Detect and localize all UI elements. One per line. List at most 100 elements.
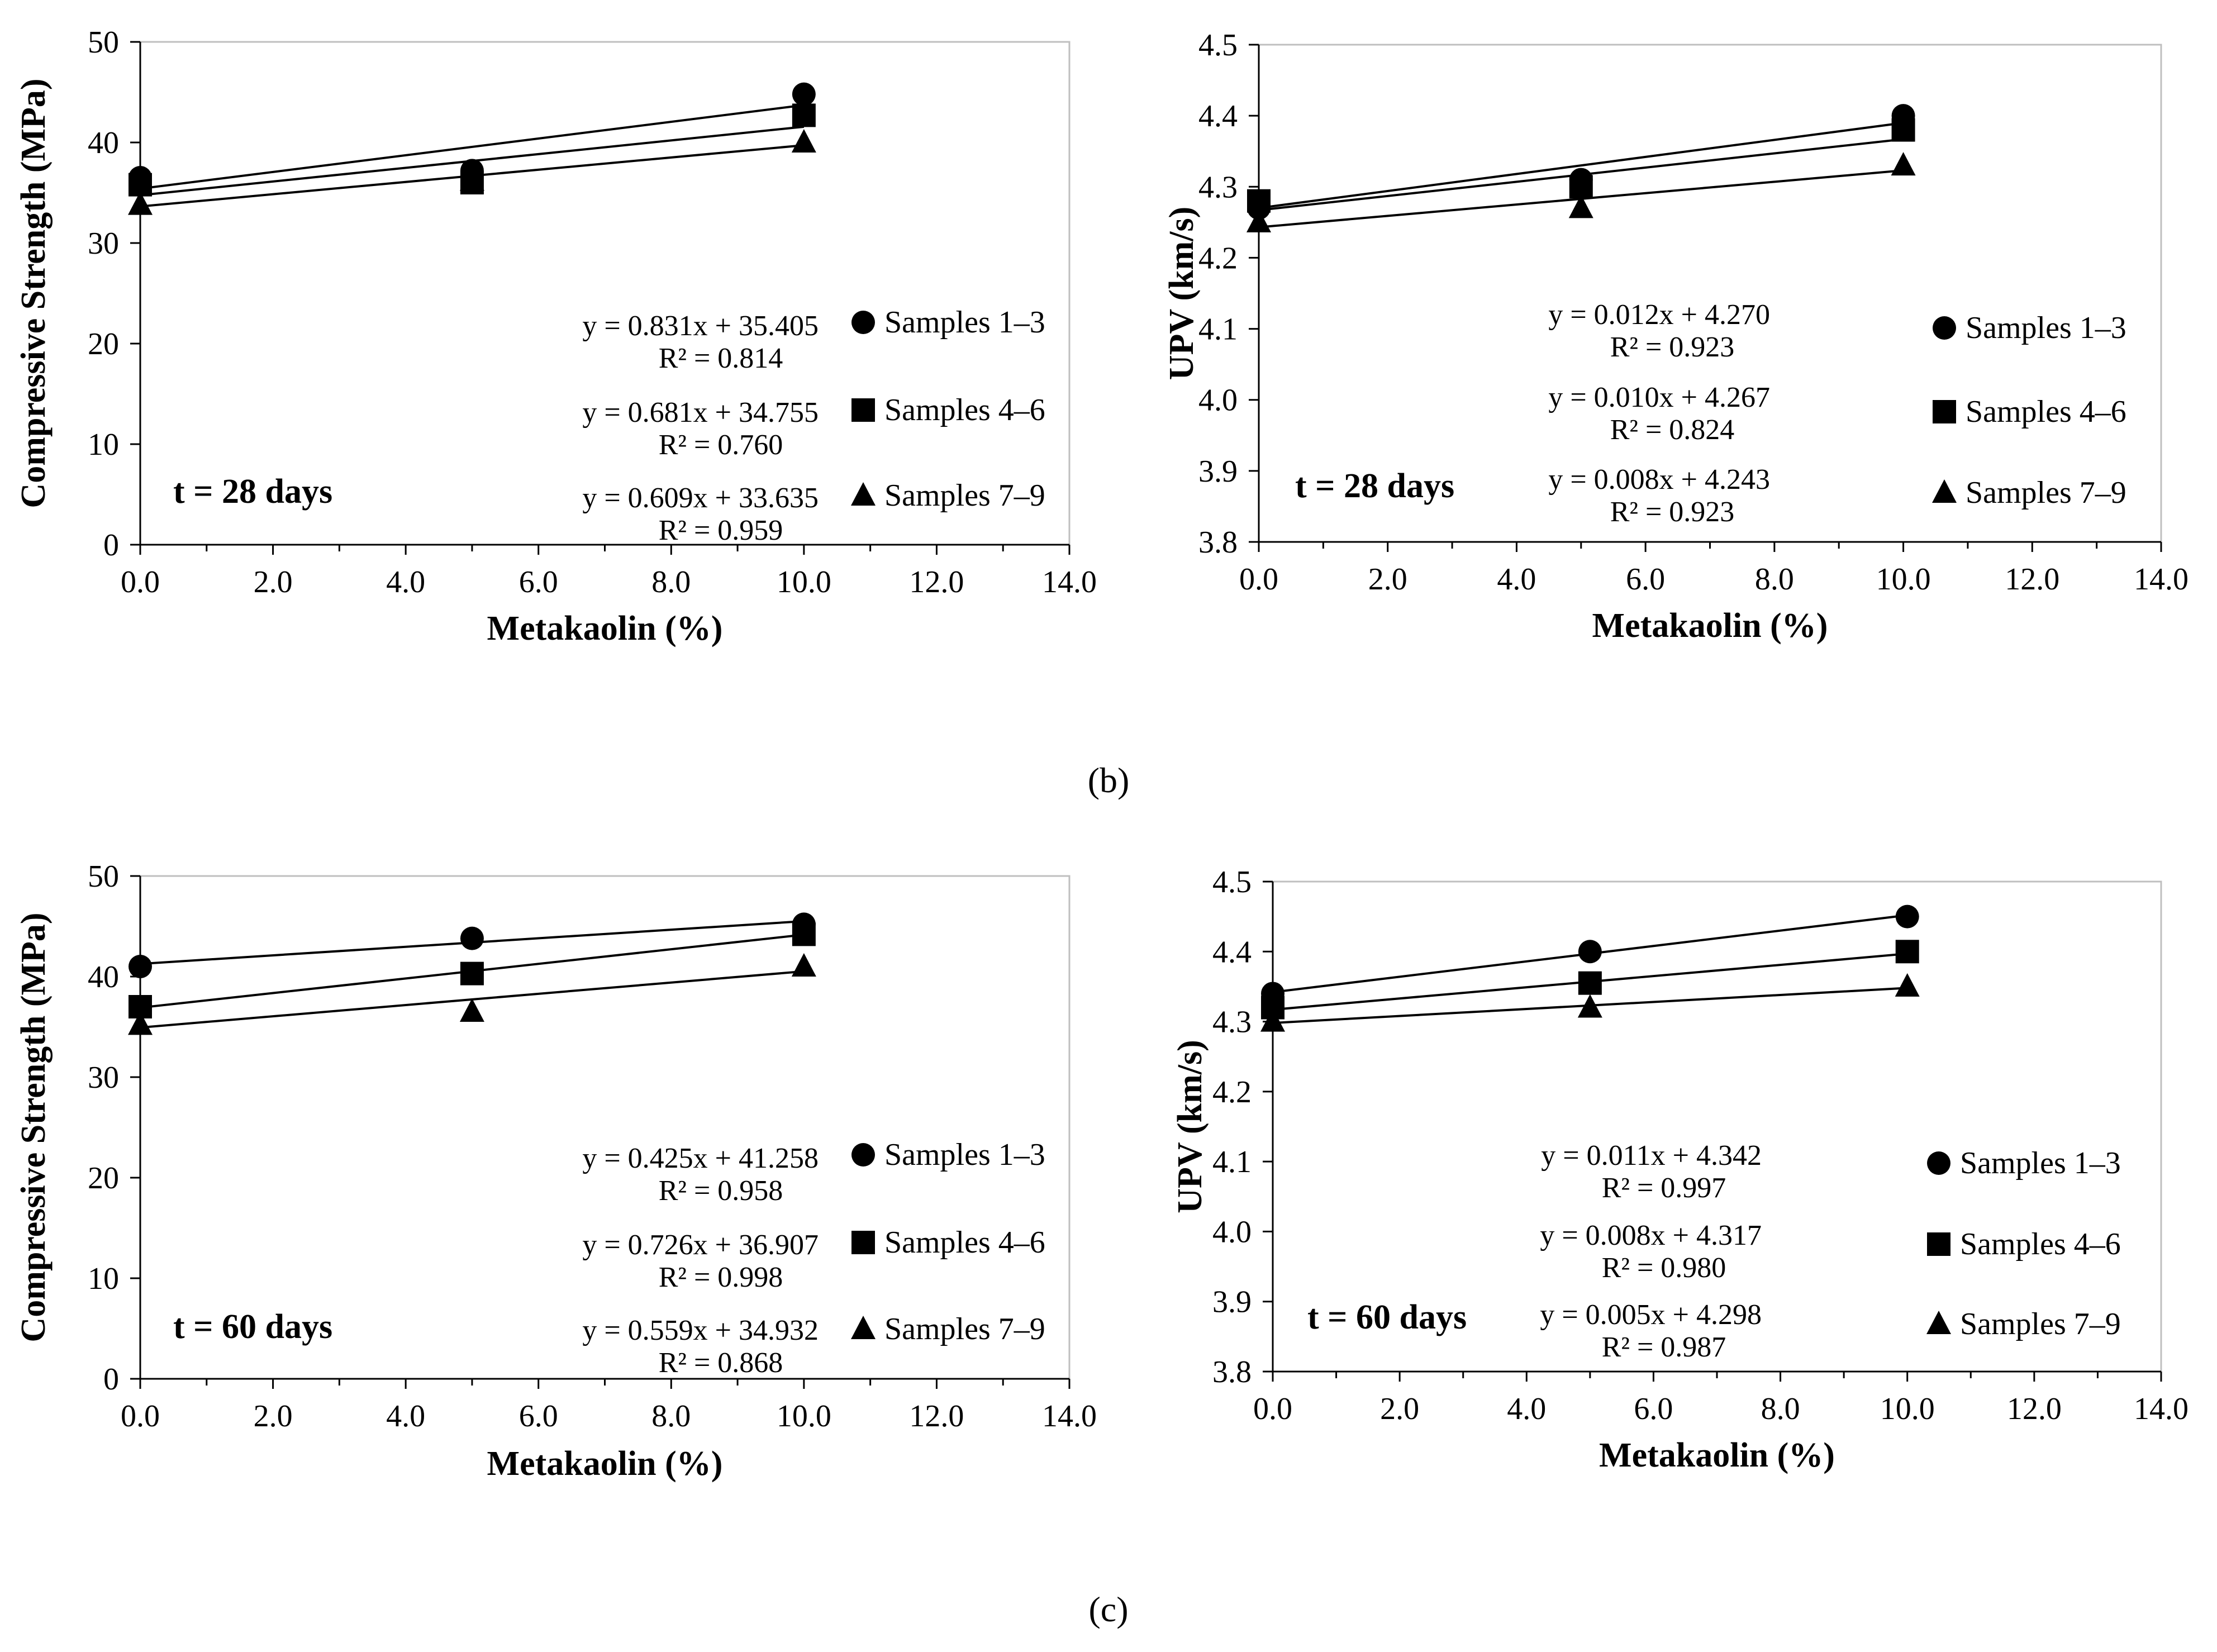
x-axis-title: Metakaolin (%) (1592, 607, 1828, 645)
data-point-triangle (1895, 973, 1920, 997)
x-tick-label: 2.0 (1368, 562, 1407, 597)
data-point-triangle (791, 953, 816, 977)
y-tick-label: 20 (88, 1161, 119, 1196)
x-tick-label: 6.0 (519, 565, 558, 599)
trendline-equation: y = 0.609x + 33.635 (582, 482, 819, 514)
y-tick-label: 4.1 (1212, 1145, 1252, 1179)
x-tick-label: 0.0 (121, 565, 160, 599)
x-tick-label: 0.0 (121, 1399, 160, 1434)
y-tick-label: 3.9 (1198, 454, 1238, 489)
data-point-triangle (791, 129, 816, 153)
y-tick-label: 4.0 (1198, 383, 1238, 418)
data-point-circle (792, 82, 816, 106)
x-tick-label: 12.0 (909, 565, 964, 599)
trendline-equation: y = 0.011x + 4.342 (1541, 1140, 1762, 1172)
trendline (1258, 121, 1904, 210)
data-point-square (1247, 189, 1271, 213)
y-tick-label: 50 (88, 25, 119, 60)
x-tick-label: 12.0 (2005, 562, 2059, 597)
legend-marker-circle (851, 1143, 875, 1167)
x-tick-label: 10.0 (1876, 562, 1931, 597)
legend-label: Samples 1–3 (884, 305, 1045, 340)
x-tick-label: 4.0 (1507, 1392, 1546, 1426)
trendline-r-squared: R² = 0.760 (659, 429, 783, 461)
y-tick-label: 3.8 (1198, 525, 1238, 560)
legend-marker-square (851, 398, 875, 422)
data-point-square (792, 922, 816, 946)
legend-label: Samples 1–3 (884, 1137, 1045, 1172)
trendline-r-squared: R² = 0.987 (1602, 1331, 1726, 1363)
trendline-r-squared: R² = 0.959 (659, 515, 783, 546)
trendline-equation: y = 0.831x + 35.405 (582, 310, 819, 342)
y-tick-label: 0 (103, 528, 119, 563)
legend-marker-triangle (1926, 1311, 1951, 1334)
x-tick-label: 4.0 (1497, 562, 1536, 597)
data-point-square (1569, 175, 1593, 199)
legend-label: Samples 7–9 (1960, 1307, 2121, 1341)
legend-label: Samples 7–9 (884, 1312, 1045, 1346)
chart-compressive-strength-28-days: 0.0 2.0 4.0 6.0 8.0 10.0 12.0 14.0 0 10 20 30 40 50 Me… (15, 25, 1097, 648)
legend-marker-circle (1933, 316, 1956, 340)
trendline-equation: y = 0.559x + 34.932 (582, 1315, 819, 1346)
x-tick-label: 4.0 (386, 1399, 425, 1434)
data-point-square (1578, 971, 1602, 995)
trendline-r-squared: R² = 0.824 (1610, 414, 1735, 446)
legend-marker-triangle (851, 482, 876, 506)
legend-label: Samples 4–6 (1966, 394, 2126, 429)
data-point-triangle (128, 191, 153, 215)
y-tick-label: 50 (88, 859, 119, 894)
x-tick-label: 14.0 (2134, 1392, 2189, 1426)
x-tick-label: 2.0 (254, 565, 293, 599)
legend-marker-square (851, 1231, 875, 1254)
y-tick-label: 40 (88, 960, 119, 994)
legend-label: Samples 1–3 (1960, 1146, 2121, 1180)
x-tick-label: 6.0 (1634, 1392, 1673, 1426)
trendline-r-squared: R² = 0.868 (659, 1347, 783, 1379)
trendline (1258, 138, 1904, 212)
trendline-r-squared: R² = 0.980 (1602, 1252, 1726, 1284)
y-axis-title: UPV (km/s) (1163, 207, 1201, 380)
time-annotation: t = 28 days (173, 473, 332, 511)
trendline-equation: y = 0.005x + 4.298 (1540, 1299, 1762, 1331)
y-tick-label: 4.2 (1198, 241, 1238, 275)
x-tick-label: 14.0 (1042, 565, 1097, 599)
y-tick-label: 10 (88, 427, 119, 462)
x-tick-label: 8.0 (1761, 1392, 1800, 1426)
panel-label-b: (b) (1088, 760, 1130, 800)
legend-marker-triangle (851, 1316, 876, 1339)
data-point-square (460, 961, 484, 986)
x-tick-label: 12.0 (2007, 1392, 2062, 1426)
legend-label: Samples 4–6 (884, 1225, 1045, 1260)
x-tick-label: 8.0 (651, 1399, 691, 1434)
legend-label: Samples 4–6 (1960, 1227, 2121, 1261)
chart-upv-28-days: 0.0 2.0 4.0 6.0 8.0 10.0 12.0 14.0 3.8 3.9 4.0 4.1 4… (1163, 28, 2189, 645)
legend-marker-triangle (1932, 479, 1957, 503)
legend-marker-square (1933, 400, 1956, 423)
trendline-r-squared: R² = 0.923 (1610, 496, 1735, 528)
x-tick-label: 14.0 (2134, 562, 2189, 597)
trendline-equation: y = 0.012x + 4.270 (1548, 299, 1770, 331)
y-tick-label: 4.3 (1198, 170, 1238, 204)
y-tick-label: 10 (88, 1261, 119, 1296)
y-tick-label: 4.0 (1212, 1215, 1252, 1249)
y-axis-title: Compressive Strength (MPa) (15, 78, 53, 508)
plot-area (139, 41, 1071, 546)
data-point-triangle (1577, 994, 1602, 1018)
data-point-circle (1578, 940, 1602, 964)
x-axis-title: Metakaolin (%) (1599, 1436, 1835, 1474)
data-point-square (1895, 940, 1919, 964)
y-tick-label: 0 (103, 1362, 119, 1397)
y-axis-title: UPV (km/s) (1171, 1040, 1209, 1213)
plot-area (139, 875, 1071, 1380)
trendline-equation: y = 0.726x + 36.907 (582, 1229, 819, 1261)
y-tick-label: 4.2 (1212, 1075, 1252, 1110)
trendline-r-squared: R² = 0.997 (1602, 1172, 1726, 1204)
data-point-square (1891, 118, 1915, 142)
y-tick-label: 30 (88, 1060, 119, 1095)
y-tick-label: 4.4 (1212, 935, 1252, 969)
data-point-triangle (1568, 194, 1593, 218)
x-tick-label: 8.0 (651, 565, 691, 599)
legend-label: Samples 7–9 (884, 478, 1045, 513)
x-tick-label: 2.0 (254, 1399, 293, 1434)
trendline-equation: y = 0.008x + 4.243 (1548, 464, 1770, 496)
